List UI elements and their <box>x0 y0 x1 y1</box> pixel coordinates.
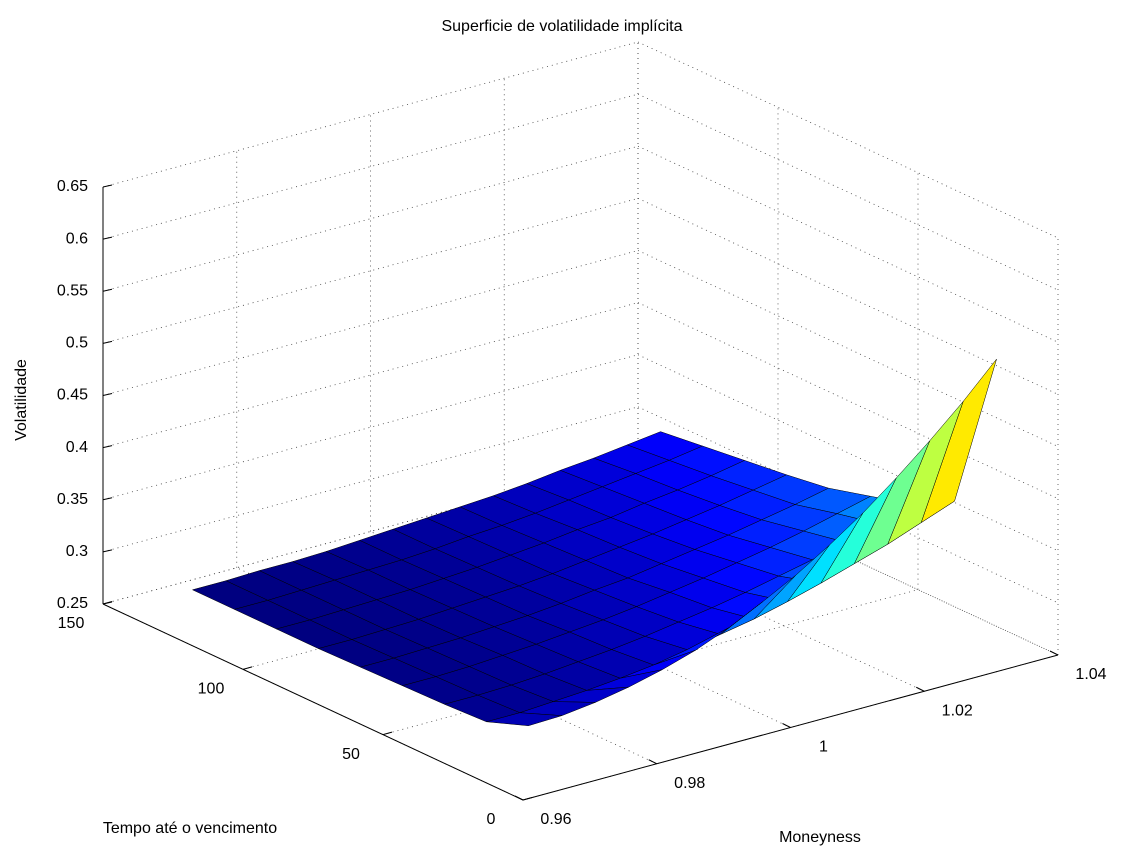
grid-line <box>102 250 639 396</box>
tick-mark <box>102 497 113 501</box>
y-axis-label: Tempo até o vencimento <box>103 820 277 837</box>
tick-mark <box>782 723 791 728</box>
x-tick-label: 0.96 <box>540 811 571 828</box>
grid-line <box>637 93 1059 291</box>
surface-cell <box>486 712 562 726</box>
tick-mark <box>648 759 657 765</box>
grid-line <box>102 41 639 188</box>
tick-mark <box>102 340 113 344</box>
y-axis <box>102 603 524 801</box>
tick-mark <box>916 686 925 692</box>
z-tick-label: 0.55 <box>57 282 88 299</box>
x-axis-label: Moneyness <box>779 829 861 846</box>
axes: 0.25 0.3 0.35 0.4 0.45 0.5 0.55 0.6 0.65 0 50 100 15… <box>57 178 1107 828</box>
tick-mark <box>514 795 524 801</box>
tick-mark <box>102 288 113 292</box>
tick-mark <box>102 236 113 240</box>
y-tick-label: 100 <box>198 681 225 698</box>
grid-line <box>637 250 1059 447</box>
tick-mark <box>382 731 393 736</box>
y-tick-label: 0 <box>487 811 496 828</box>
z-tick-label: 0.65 <box>57 178 88 195</box>
z-tick-label: 0.4 <box>66 439 88 456</box>
tick-mark <box>102 393 113 396</box>
x-tick-label: 1.04 <box>1075 666 1106 683</box>
tick-mark <box>102 184 113 188</box>
x-tick-label: 1.02 <box>942 702 973 719</box>
z-axis-label: Volatilidade <box>13 359 30 441</box>
grid-line <box>637 145 1059 343</box>
x-tick-label: 1 <box>819 739 828 756</box>
tick-mark <box>102 549 113 553</box>
surface <box>191 358 997 726</box>
z-tick-label: 0.5 <box>66 335 88 352</box>
z-tick-label: 0.45 <box>57 387 88 404</box>
x-tick-label: 0.98 <box>674 775 705 792</box>
z-tick-label: 0.25 <box>57 595 88 612</box>
tick-mark <box>1049 650 1059 656</box>
grid-line <box>102 145 639 292</box>
grid-line <box>637 41 1059 239</box>
z-tick-label: 0.6 <box>66 230 88 247</box>
z-tick-label: 0.3 <box>66 543 88 560</box>
y-tick-label: 150 <box>58 615 85 632</box>
tick-mark <box>102 445 113 449</box>
tick-mark <box>242 666 253 670</box>
chart-title: Superficie de volatilidade implícita <box>441 18 682 35</box>
tick-mark <box>522 797 533 801</box>
tick-mark <box>102 601 113 605</box>
z-tick-label: 0.35 <box>57 491 88 508</box>
y-tick-label: 50 <box>342 746 360 763</box>
